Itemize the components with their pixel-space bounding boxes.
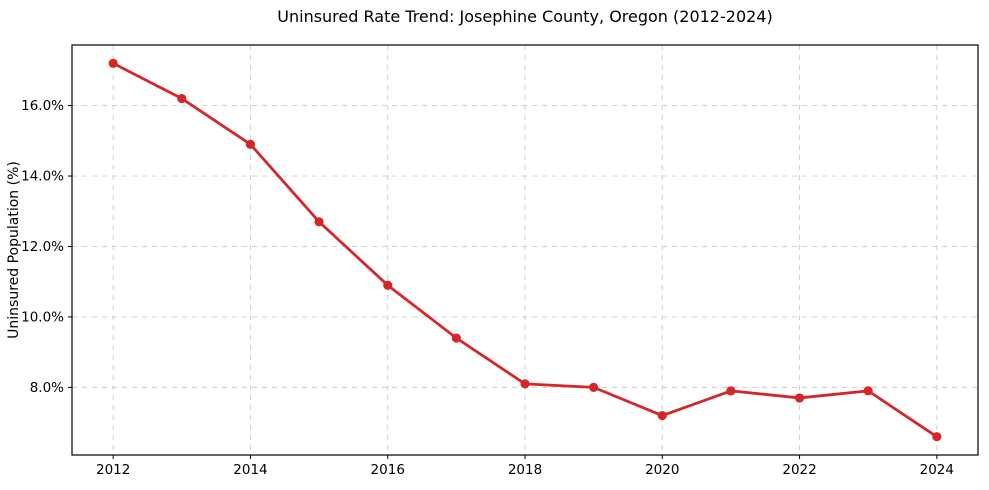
data-point [314, 217, 324, 227]
plot-border [71, 44, 979, 456]
data-point [520, 379, 530, 389]
y-tick-label: 8.0% [30, 380, 64, 396]
x-tick-label: 2020 [645, 462, 679, 478]
data-point [108, 58, 118, 68]
x-tick-label: 2022 [782, 462, 816, 478]
y-tick-label: 14.0% [21, 169, 64, 185]
x-tick-label: 2014 [233, 462, 267, 478]
data-point [177, 93, 187, 104]
y-tick-label: 12.0% [21, 239, 64, 255]
data-point [245, 139, 256, 149]
x-tick-label: 2016 [371, 462, 405, 478]
data-point [657, 410, 667, 421]
data-point [589, 382, 599, 392]
x-tick-label: 2018 [508, 462, 542, 478]
y-tick-label: 16.0% [21, 98, 64, 114]
data-point [863, 386, 873, 396]
x-tick-label: 2012 [96, 462, 130, 478]
data-point [383, 280, 393, 290]
data-point [451, 333, 461, 343]
y-tick-label: 10.0% [21, 309, 64, 325]
data-point [726, 386, 736, 396]
x-tick-label: 2024 [920, 462, 954, 478]
data-point [932, 432, 942, 442]
chart-title: Uninsured Rate Trend: Josephine County, … [277, 7, 773, 26]
data-point [794, 393, 805, 403]
